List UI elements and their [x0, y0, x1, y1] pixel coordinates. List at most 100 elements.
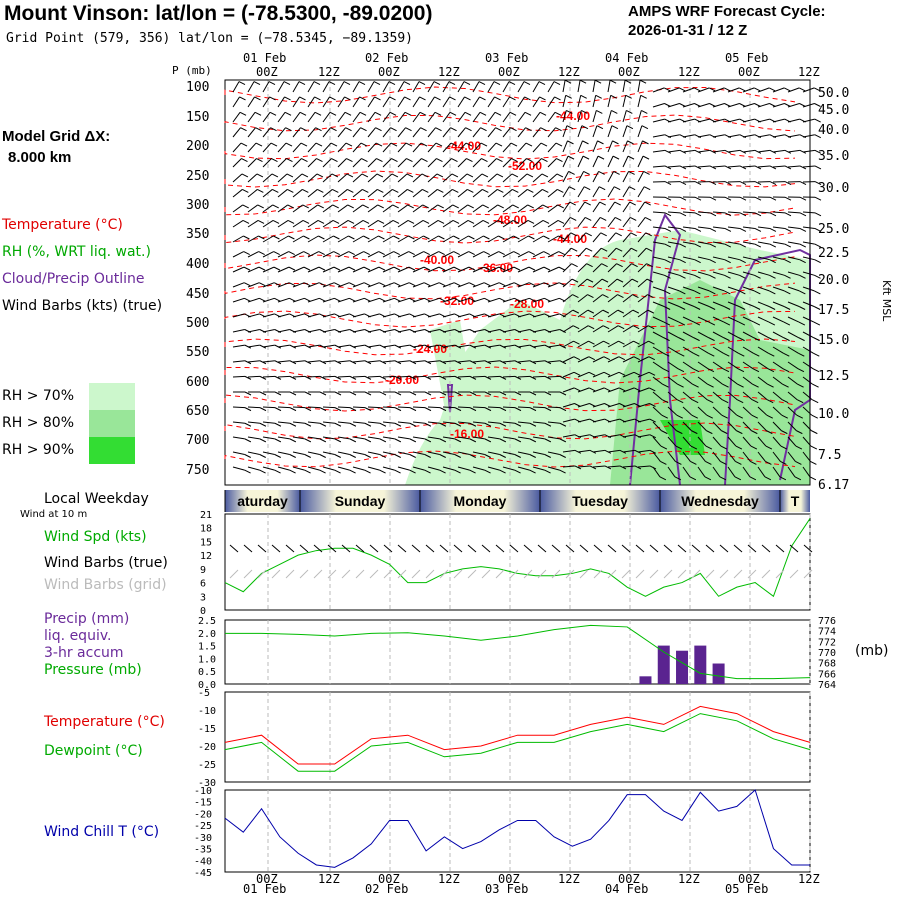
weekday-name: Monday: [454, 493, 507, 509]
wind-barb-staff: [577, 371, 590, 378]
wind-barb-staff: [652, 256, 665, 261]
wind-barb-feather: [542, 204, 549, 209]
wind-barb-staff: [652, 271, 665, 276]
wind-barb-feather: [344, 96, 351, 101]
wind-barb-feather: [393, 235, 400, 240]
wind-barb-staff: [607, 110, 612, 123]
wind-barb: [607, 125, 619, 138]
wind-barb-feather: [497, 204, 504, 209]
wind-barb-staff: [577, 247, 587, 258]
wind-barb: [442, 297, 461, 303]
wind-barb-staff: [412, 266, 425, 273]
surface-wind-barb: [719, 544, 729, 553]
wind-barb: [367, 127, 382, 138]
wind-barb-feather: [304, 391, 312, 396]
wind-barb: [532, 344, 552, 349]
wind-barb-feather: [691, 399, 699, 404]
wind-barb-staff: [562, 232, 572, 243]
wind-barb-feather: [587, 309, 595, 314]
wind-barb-staff: [487, 313, 500, 318]
wind-barb-staff: [547, 344, 560, 348]
wind-barb: [382, 111, 397, 123]
wind-barb-staff: [292, 282, 305, 288]
wind-barb-staff: [682, 391, 693, 401]
wind-barb-staff: [382, 329, 395, 333]
wind-barb-feather: [453, 282, 461, 287]
wind-barb-feather: [567, 155, 575, 160]
grid-wind-barb: [803, 569, 813, 579]
wind-barb-staff: [307, 421, 320, 424]
wind-barb-feather: [569, 201, 576, 206]
wind-barb-feather: [332, 220, 340, 224]
wind-barb-feather: [334, 469, 341, 474]
wind-barb: [757, 316, 776, 326]
wind-barb-staff: [382, 406, 396, 409]
wind-barb: [352, 421, 372, 427]
wind-barb: [487, 360, 507, 365]
wind-barb-feather: [754, 103, 761, 107]
wind-barb: [532, 204, 549, 213]
wind-barb-staff: [367, 406, 381, 409]
wind-barb-staff: [442, 466, 455, 471]
wind-barb-staff: [457, 235, 469, 243]
wind-barb-staff: [442, 204, 454, 213]
wind-barb-feather: [436, 158, 443, 162]
grid-wind-barb: [509, 569, 519, 579]
wind-barb-feather: [375, 142, 383, 147]
wind-barb-staff: [697, 466, 706, 478]
wind-barb-feather: [407, 204, 414, 209]
wind-barb: [307, 81, 321, 93]
wind-barb-staff: [712, 346, 724, 354]
wind-barb-staff: [352, 220, 364, 228]
wind-barb-feather: [513, 235, 520, 240]
wind-barb: [457, 173, 474, 183]
wind-barb: [307, 111, 322, 123]
windchill-y-tick: -20: [194, 809, 212, 820]
wind-barb-feather: [782, 368, 790, 373]
wind-barb: [787, 241, 807, 248]
wind-barb-staff: [322, 266, 335, 273]
wind-barb-feather: [333, 266, 341, 271]
wind-barb-feather: [498, 235, 505, 240]
wind-barb-feather: [679, 196, 687, 201]
wind-barb-staff: [577, 125, 583, 138]
wind-barb-staff: [352, 375, 366, 378]
wind-barb-feather: [812, 383, 819, 388]
wind-barb: [592, 155, 605, 168]
wind-barb-staff: [787, 301, 800, 307]
wind-barb-feather: [610, 94, 617, 99]
wind-barb: [772, 376, 789, 388]
wind-barb: [457, 436, 477, 443]
wind-barb-feather: [452, 220, 460, 224]
wind-barb: [232, 436, 252, 443]
wind-barb-staff: [457, 451, 470, 455]
wind-barb: [322, 220, 340, 228]
wind-barb: [757, 149, 777, 154]
cs-y-tick: 750: [186, 463, 209, 478]
temperature-contour: [224, 338, 796, 356]
wind-barb-feather: [363, 266, 371, 271]
wind-barb: [487, 204, 504, 213]
wind-barb-feather: [362, 189, 369, 193]
surface-wind-barb: [733, 544, 743, 553]
wind-barb: [427, 360, 447, 365]
wind-barb: [607, 340, 625, 348]
wind-barb-staff: [352, 297, 365, 303]
wind-barb-staff: [697, 301, 710, 307]
wind-barb-staff: [547, 127, 556, 138]
wind-barb-staff: [517, 360, 530, 363]
wind-barb-feather: [769, 87, 776, 92]
wind-barb: [652, 226, 672, 232]
wind-barb-feather: [739, 149, 747, 154]
wind-barb: [457, 421, 477, 427]
wind-barb-staff: [622, 232, 632, 243]
wind-barb-feather: [529, 438, 537, 443]
wind-barb-feather: [565, 94, 572, 99]
wind-barb: [292, 142, 308, 153]
wind-barb-staff: [472, 142, 482, 153]
wind-barb-feather: [704, 476, 712, 481]
wind-barb-staff: [247, 436, 260, 440]
wind-barb-staff: [487, 173, 498, 183]
wind-barb: [667, 241, 687, 248]
wind-barb: [487, 406, 507, 412]
